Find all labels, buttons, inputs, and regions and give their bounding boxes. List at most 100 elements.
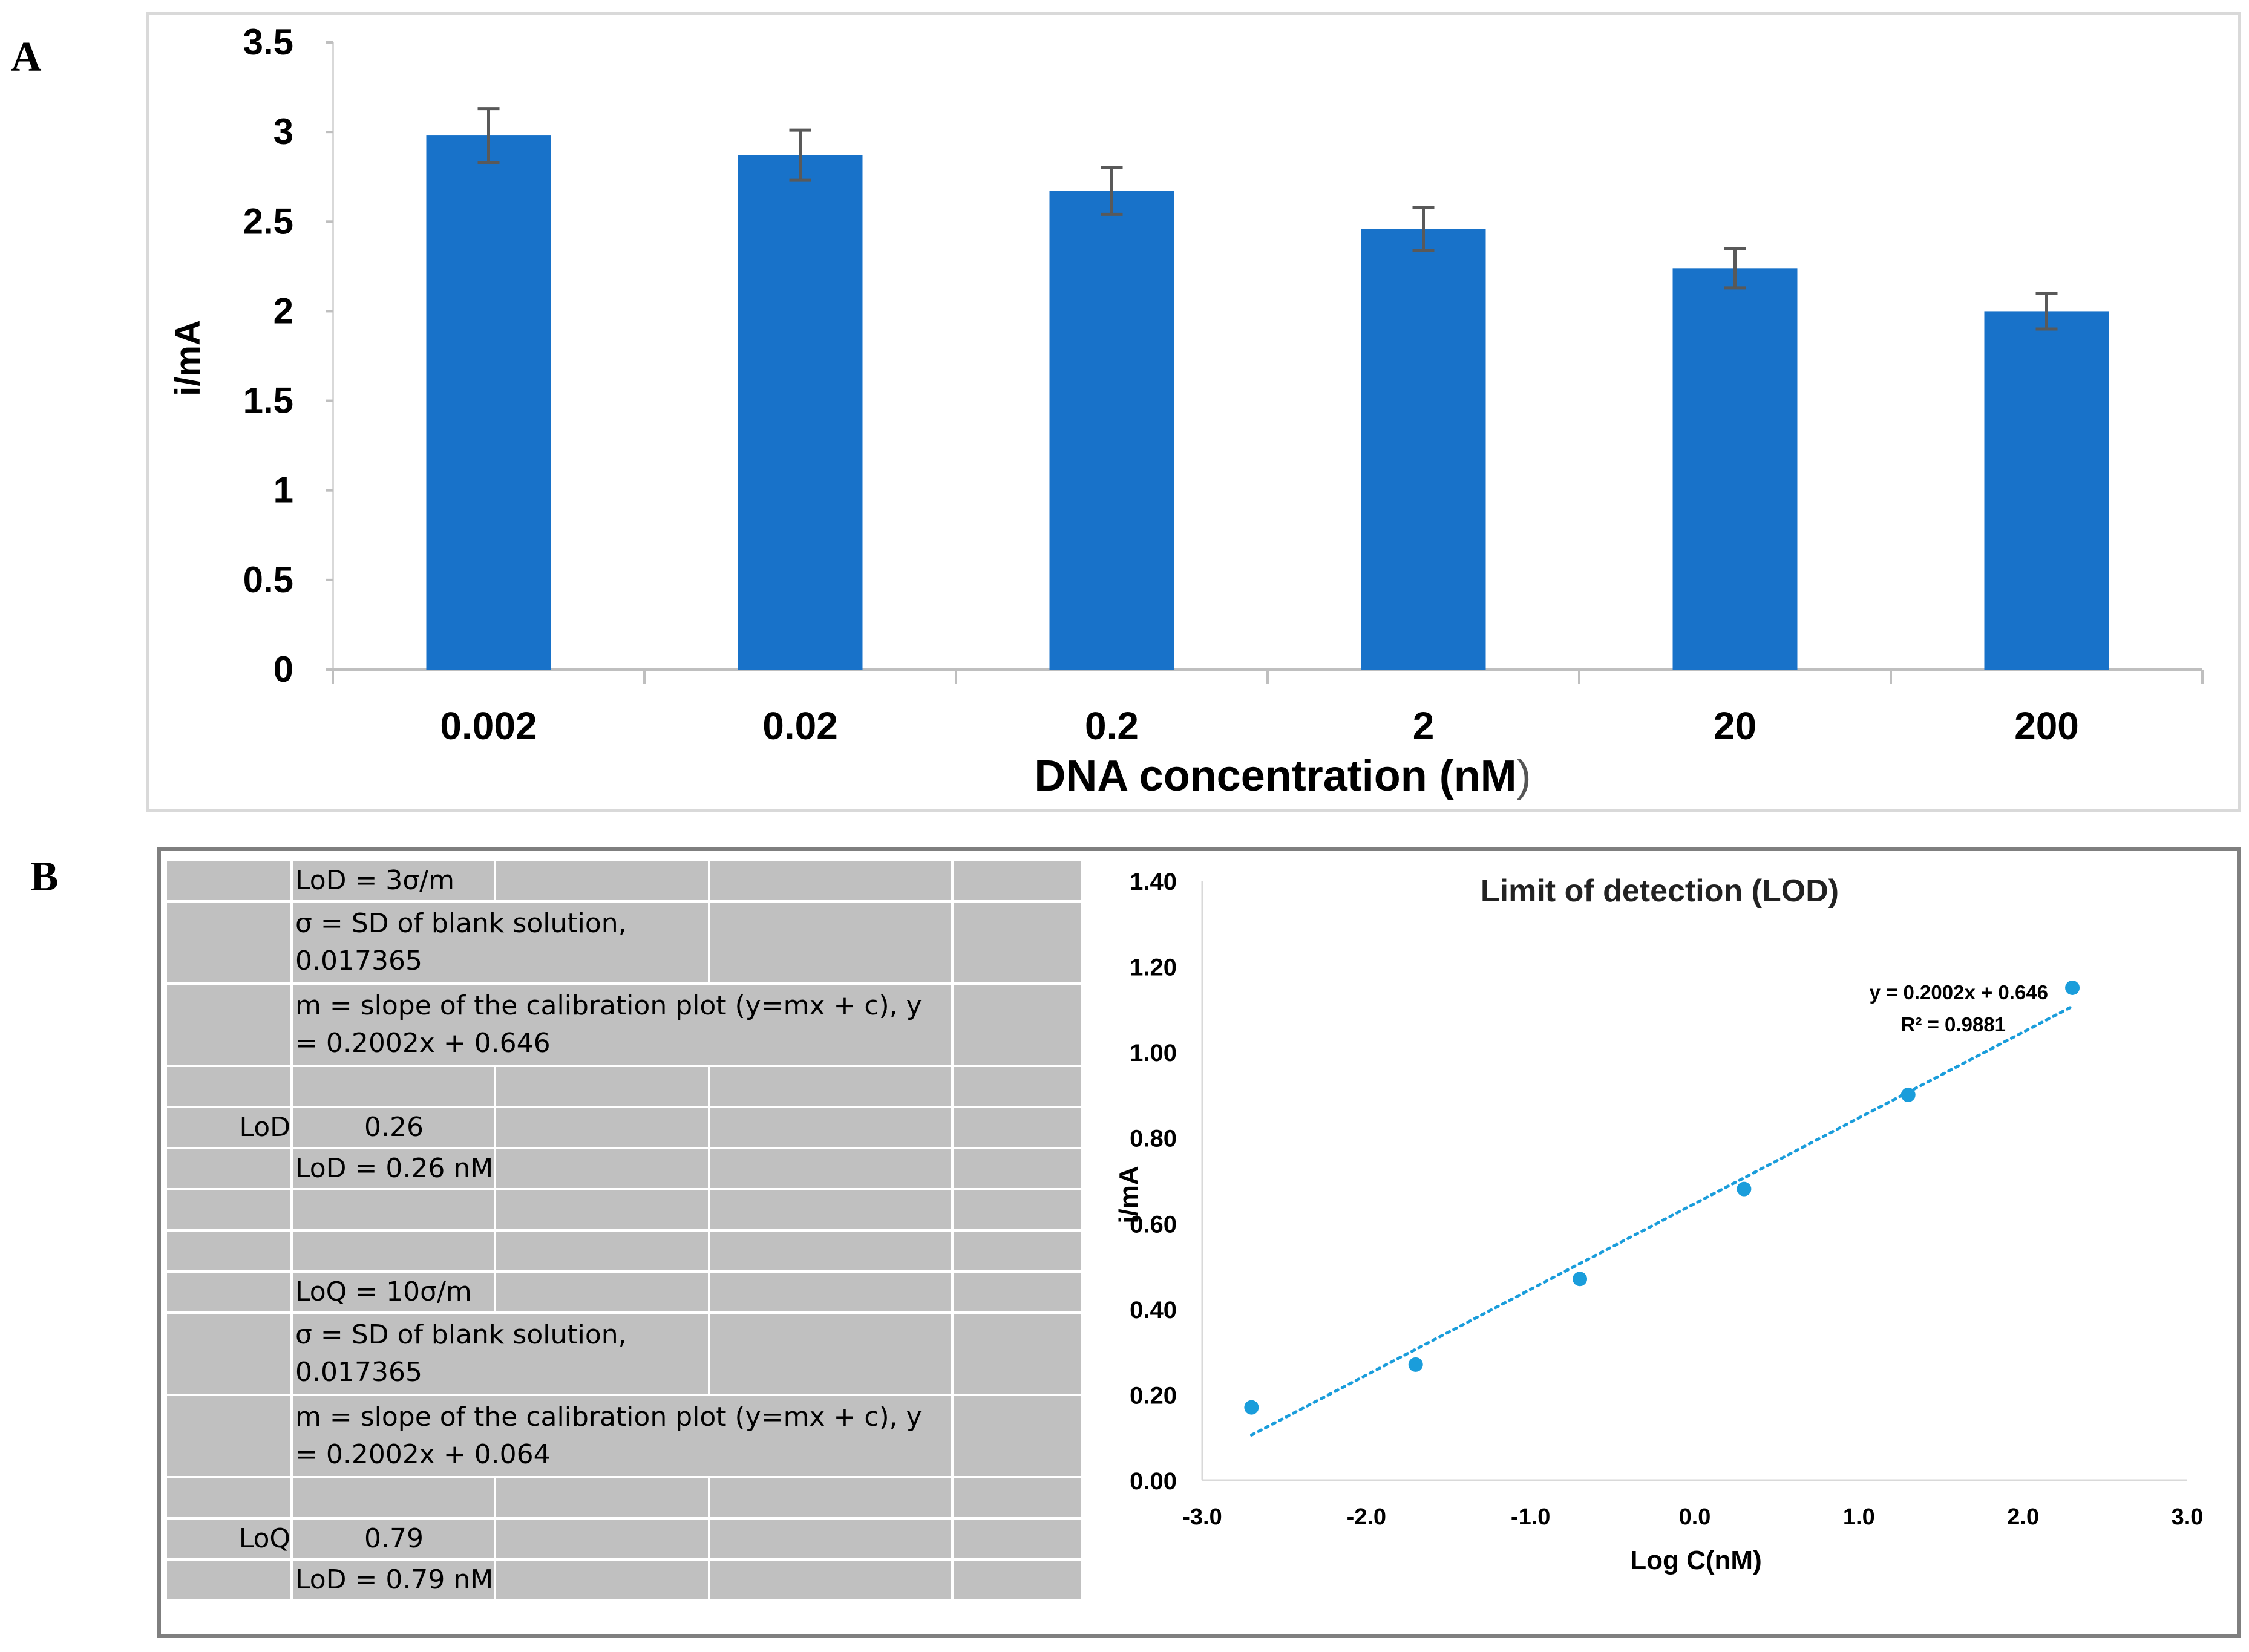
bar (1361, 229, 1486, 670)
bar-chart-y-tick-label: 2 (273, 290, 293, 331)
bar-chart-y-tick-label: 0.5 (243, 560, 293, 600)
table-cell: 0.79 (290, 1517, 496, 1561)
table-cell (951, 900, 1083, 985)
table-cell (494, 1188, 710, 1232)
table-row (165, 1229, 1083, 1273)
table-cell (165, 1558, 293, 1602)
table-cell (494, 1147, 710, 1190)
table-cell (708, 1147, 954, 1190)
table-cell (708, 1106, 954, 1149)
table-cell (494, 859, 710, 903)
bar-chart-y-tick-label: 3 (273, 111, 293, 152)
error-bar (1101, 166, 1123, 216)
table-cell: LoQ (165, 1517, 293, 1561)
bar-chart-x-tick-label: 20 (1714, 704, 1756, 748)
table-cell (165, 900, 293, 985)
bar (738, 155, 863, 670)
table-cell: m = slope of the calibration plot (y=mx … (290, 1394, 954, 1478)
table-cell: LoD = 3σ/m (290, 859, 496, 903)
error-bar (2035, 292, 2058, 331)
table-cell (165, 1476, 293, 1520)
table-cell: m = slope of the calibration plot (y=mx … (290, 982, 954, 1067)
table-row (165, 1065, 1083, 1108)
bar-chart-x-tick-label: 200 (2014, 704, 2079, 748)
error-bar (477, 107, 500, 165)
table-cell: LoD = 0.26 nM (290, 1147, 496, 1190)
table-cell (951, 1065, 1083, 1108)
table-cell (951, 1229, 1083, 1273)
bar-chart-error-bars (477, 107, 2058, 331)
bar-chart-y-tick-label: 3.5 (243, 22, 293, 62)
bar-chart-x-tick-label: 2 (1413, 704, 1435, 748)
table-cell (165, 1270, 293, 1314)
bar-chart: 0 0.5 1 1.5 2 2.5 3 3.5 0.002 0.02 0.2 2 20 200 i/mA… (168, 22, 2204, 800)
table-cell (951, 1394, 1083, 1478)
bar (1984, 311, 2109, 670)
error-bar (1724, 247, 1746, 290)
bar (1049, 191, 1174, 670)
table-row: LoD = 0.26 nM (165, 1147, 1083, 1190)
table-cell: σ = SD of blank solution, 0.017365 (290, 900, 710, 985)
table-cell (290, 1229, 496, 1273)
table-cell (708, 1476, 954, 1520)
bar-chart-y-axis-label: i/mA (168, 320, 208, 396)
table-cell (165, 1147, 293, 1190)
table-cell (494, 1065, 710, 1108)
table-cell (951, 1270, 1083, 1314)
table-cell (951, 1311, 1083, 1396)
table-row: LoQ 0.79 (165, 1517, 1083, 1561)
bar-chart-x-axis-label-paren: ) (1517, 752, 1531, 800)
panel-label-a: A (11, 34, 42, 80)
bar-chart-y-tick-label: 2.5 (243, 201, 293, 241)
table-cell (951, 1106, 1083, 1149)
error-bar (1412, 206, 1435, 252)
bar-chart-x-tick-label: 0.2 (1085, 704, 1139, 748)
bar-chart-x-ticks: 0.002 0.02 0.2 2 20 200 (332, 670, 2204, 748)
panel-label-b: B (30, 854, 59, 900)
bar (1672, 268, 1798, 670)
table-cell (951, 1558, 1083, 1602)
table-cell (951, 1147, 1083, 1190)
table-cell: σ = SD of blank solution, 0.017365 (290, 1311, 710, 1396)
table-row: σ = SD of blank solution, 0.017365 (165, 1311, 1083, 1396)
table-cell (494, 1270, 710, 1314)
table-row: σ = SD of blank solution, 0.017365 (165, 900, 1083, 985)
table-cell (494, 1476, 710, 1520)
table-cell (708, 1065, 954, 1108)
table-cell (951, 1517, 1083, 1561)
table-row (165, 1476, 1083, 1520)
table-cell (165, 982, 293, 1067)
table-cell (951, 859, 1083, 903)
table-cell (708, 1188, 954, 1232)
table-row (165, 1188, 1083, 1232)
bar-chart-x-axis-label-main: DNA concentration (nM (1034, 752, 1516, 800)
bar-chart-axes (332, 42, 2202, 671)
lod-calculation-table: LoD = 3σ/m σ = SD of blank solution, 0.01… (165, 859, 1083, 1602)
table-cell (951, 1476, 1083, 1520)
table-cell (708, 1311, 954, 1396)
table-cell (951, 1188, 1083, 1232)
bar-chart-x-axis-label: DNA concentration (nM) (1034, 752, 1531, 800)
bar-chart-bars (426, 135, 2109, 670)
table-cell: LoD = 0.79 nM (290, 1558, 496, 1602)
table-cell (708, 1558, 954, 1602)
table-cell (165, 1394, 293, 1478)
table-cell (494, 1558, 710, 1602)
table-cell (290, 1476, 496, 1520)
table-row: m = slope of the calibration plot (y=mx … (165, 1394, 1083, 1478)
table-cell: 0.26 (290, 1106, 496, 1149)
table-cell (494, 1106, 710, 1149)
bar-chart-y-tick-label: 1 (273, 470, 293, 511)
table-cell (951, 982, 1083, 1067)
table-cell (708, 900, 954, 985)
table-cell (494, 1229, 710, 1273)
table-cell (165, 1188, 293, 1232)
table-cell (708, 1517, 954, 1561)
error-bar (789, 128, 811, 182)
table-row: LoD = 0.79 nM (165, 1558, 1083, 1602)
table-cell (494, 1517, 710, 1561)
bar-chart-x-tick-label: 0.002 (440, 704, 537, 748)
table-row: LoD = 3σ/m (165, 859, 1083, 903)
table-cell (165, 1311, 293, 1396)
bar-chart-y-ticks: 0 0.5 1 1.5 2 2.5 3 3.5 (243, 22, 333, 690)
